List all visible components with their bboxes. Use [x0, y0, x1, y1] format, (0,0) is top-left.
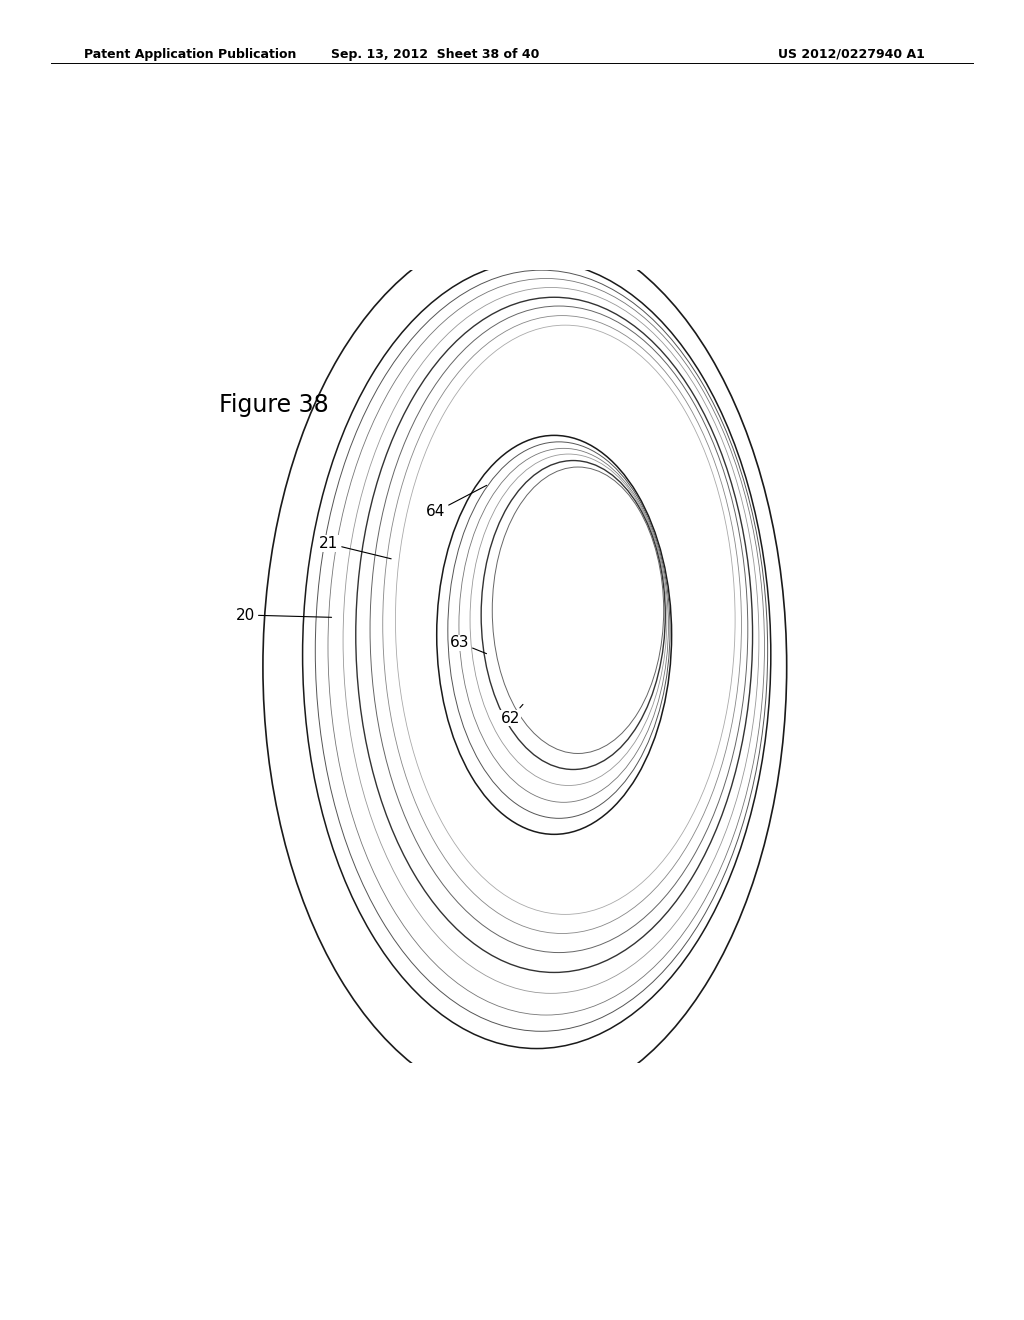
Text: 64: 64 — [426, 486, 486, 519]
Text: 62: 62 — [501, 705, 523, 726]
Text: Figure 38: Figure 38 — [219, 393, 329, 417]
Text: 63: 63 — [450, 635, 486, 653]
Text: 20: 20 — [236, 607, 332, 623]
Text: US 2012/0227940 A1: US 2012/0227940 A1 — [778, 48, 925, 61]
Text: Sep. 13, 2012  Sheet 38 of 40: Sep. 13, 2012 Sheet 38 of 40 — [331, 48, 540, 61]
Text: Patent Application Publication: Patent Application Publication — [84, 48, 296, 61]
Text: 21: 21 — [319, 536, 391, 558]
